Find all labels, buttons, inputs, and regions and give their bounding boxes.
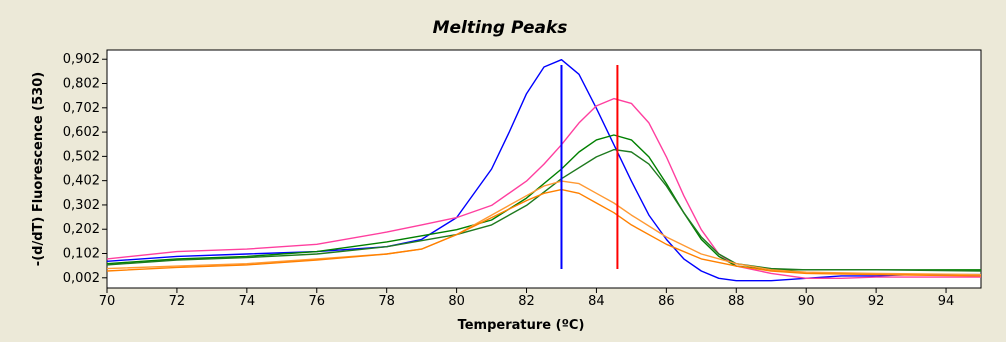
y-tick-label: 0,202 (63, 222, 100, 237)
x-tick-label: 70 (99, 294, 116, 309)
x-tick-label: 88 (728, 294, 745, 309)
x-tick-label: 74 (239, 294, 256, 309)
x-tick-label: 78 (378, 294, 395, 309)
x-tick-label: 84 (588, 294, 605, 309)
x-tick-label: 92 (868, 294, 885, 309)
x-tick-label: 80 (448, 294, 465, 309)
x-tick-label: 90 (798, 294, 815, 309)
y-tick-label: 0,802 (63, 77, 100, 92)
x-tick-label: 76 (308, 294, 325, 309)
y-tick-label: 0,402 (63, 174, 100, 189)
y-tick-label: 0,302 (63, 198, 100, 213)
marker-layer (560, 65, 619, 269)
x-axis-label: Temperature (ºC) (458, 318, 585, 333)
y-axis: 0,002 0,102 0,202 0,302 0,402 0,502 0,602 0,702… (63, 52, 107, 286)
series-line-2 (106, 97, 981, 279)
y-tick-label: 0,502 (63, 149, 100, 164)
y-tick-label: 0,602 (63, 125, 100, 140)
series-line-6 (106, 188, 982, 277)
y-axis-label: -(d/dT) Fluorescence (530) (31, 72, 46, 266)
x-tick-label: 82 (518, 294, 535, 309)
x-axis: 70 72 74 76 78 80 82 84 86 88 90 92 94 (99, 288, 955, 309)
x-tick-label: 86 (658, 294, 675, 309)
series-layer (106, 59, 982, 282)
x-tick-label: 94 (938, 294, 955, 309)
y-tick-label: 0,102 (63, 247, 100, 262)
y-tick-label: 0,002 (63, 271, 100, 286)
x-tick-label: 72 (169, 294, 186, 309)
chart-title: Melting Peaks (433, 18, 568, 38)
y-tick-label: 0,902 (63, 52, 100, 67)
y-tick-label: 0,702 (63, 101, 100, 116)
plot-area (106, 49, 982, 289)
